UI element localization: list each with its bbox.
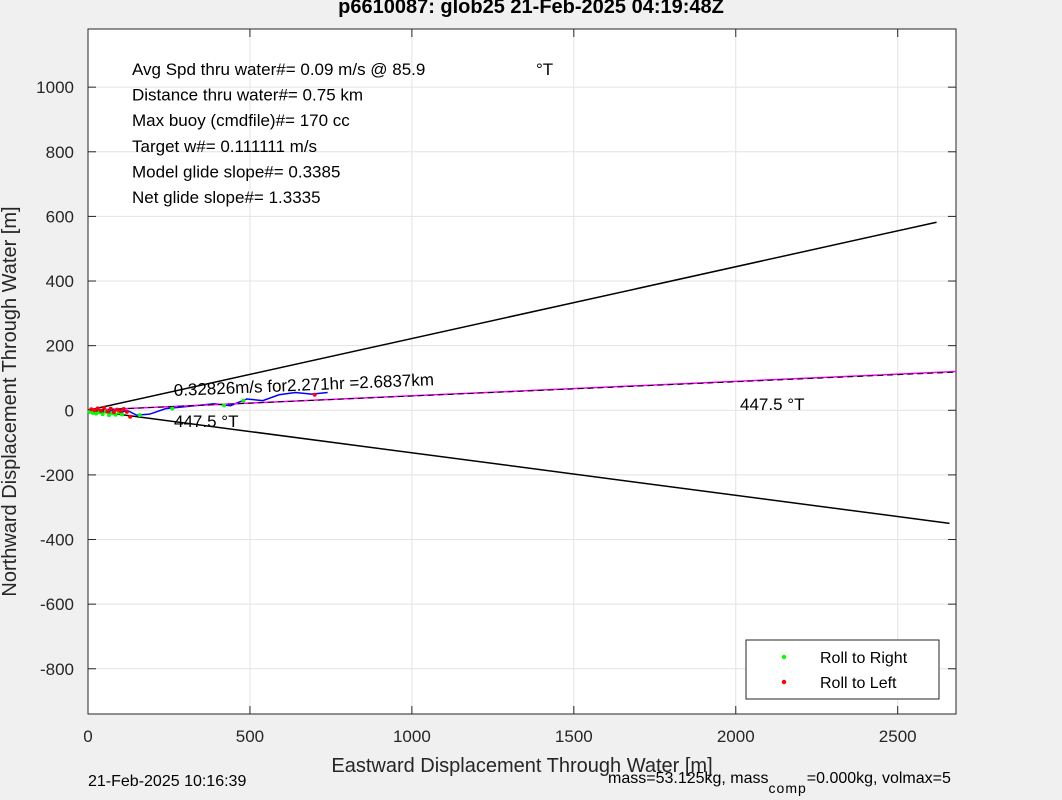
x-tick-label: 0 bbox=[83, 727, 92, 746]
point-roll-right bbox=[241, 398, 246, 403]
point-roll-left bbox=[92, 408, 97, 413]
legend-marker bbox=[781, 679, 787, 685]
info-line: Max buoy (cmdfile)#= 170 cc bbox=[132, 111, 350, 130]
point-roll-left bbox=[111, 410, 116, 415]
info-line: Model glide slope#= 0.3385 bbox=[132, 162, 340, 181]
point-roll-left bbox=[312, 392, 317, 397]
info-line: Distance thru water#= 0.75 km bbox=[132, 86, 363, 105]
x-tick-label: 1000 bbox=[393, 727, 431, 746]
point-roll-left bbox=[102, 405, 107, 410]
y-tick-label: 400 bbox=[46, 272, 74, 291]
x-tick-label: 2500 bbox=[879, 727, 917, 746]
chart-points bbox=[87, 392, 317, 419]
axis-ticks: 0 500 1000 1500 2000 2500 -800 -600 -400 -200 0 200… bbox=[36, 29, 956, 746]
point-roll-left bbox=[95, 406, 100, 411]
legend-marker bbox=[781, 654, 787, 660]
legend-label: Roll to Left bbox=[820, 675, 897, 692]
point-roll-right bbox=[222, 403, 227, 408]
point-roll-left bbox=[128, 414, 133, 419]
y-tick-label: 600 bbox=[46, 207, 74, 226]
y-tick-label: -200 bbox=[40, 466, 74, 485]
footer-comp-subscript: comp bbox=[768, 780, 807, 796]
y-tick-label: 1000 bbox=[36, 78, 74, 97]
point-roll-left bbox=[108, 406, 113, 411]
point-roll-right bbox=[100, 412, 105, 417]
point-roll-right bbox=[94, 411, 99, 416]
point-roll-right bbox=[120, 412, 125, 417]
info-line: Avg Spd thru water#= 0.09 m/s @ 85.9 bbox=[132, 60, 425, 79]
plot-area bbox=[88, 29, 956, 714]
x-tick-label: 500 bbox=[236, 727, 264, 746]
point-roll-right bbox=[107, 413, 112, 418]
legend: Roll to Right Roll to Left bbox=[745, 639, 940, 700]
footer-mass: mass=53.125kg, masscomp=0.000kg, volmax=… bbox=[608, 770, 951, 796]
x-axis-label: Eastward Displacement Through Water [m] bbox=[331, 755, 712, 777]
legend-box bbox=[745, 639, 940, 700]
y-tick-label: -400 bbox=[40, 531, 74, 550]
info-text-block: Avg Spd thru water#= 0.09 m/s @ 85.9 Dist… bbox=[132, 60, 553, 207]
heading-annotation: 447.5 °T bbox=[174, 412, 238, 431]
point-roll-left bbox=[89, 407, 94, 412]
y-tick-label: -800 bbox=[40, 660, 74, 679]
legend-label: Roll to Right bbox=[820, 650, 908, 667]
series-cone-center bbox=[87, 371, 957, 411]
y-tick-label: 800 bbox=[46, 143, 74, 162]
footer-mass-text: mass=53.125kg, mass bbox=[608, 770, 769, 787]
point-roll-left bbox=[124, 409, 129, 414]
x-tick-label: 2000 bbox=[717, 727, 755, 746]
y-axis-label: Northward Displacement Through Water [m] bbox=[0, 206, 21, 596]
point-roll-left bbox=[118, 409, 123, 414]
y-tick-label: -600 bbox=[40, 595, 74, 614]
chart-lines bbox=[87, 221, 957, 525]
info-line: Net glide slope#= 1.3335 bbox=[132, 188, 321, 207]
info-degree-unit: °T bbox=[536, 60, 553, 79]
point-roll-right bbox=[170, 406, 175, 411]
point-roll-left bbox=[121, 406, 126, 411]
point-roll-left bbox=[115, 407, 120, 412]
heading-annotation-far: 447.5 °T bbox=[740, 395, 804, 414]
footer-comp-text: =0.000kg, volmax=5 bbox=[806, 770, 951, 787]
grid bbox=[87, 29, 956, 714]
point-roll-left bbox=[98, 408, 103, 413]
x-tick-label: 1500 bbox=[555, 727, 593, 746]
y-tick-label: 0 bbox=[65, 401, 74, 420]
footer-timestamp: 21-Feb-2025 10:16:39 bbox=[88, 773, 247, 790]
info-line: Target w#= 0.111111 m/s bbox=[132, 137, 317, 156]
series-cone-upper bbox=[87, 221, 937, 412]
chart-title: p6610087: glob25 21-Feb-2025 04:19:48Z bbox=[338, 0, 724, 18]
series-cone-lower bbox=[87, 409, 950, 525]
point-roll-right bbox=[137, 413, 142, 418]
y-tick-label: 200 bbox=[46, 337, 74, 356]
point-roll-left bbox=[105, 409, 110, 414]
